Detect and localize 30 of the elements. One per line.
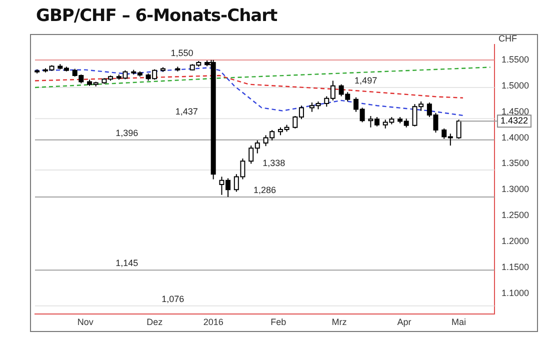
ref-line-label: 1,338 xyxy=(262,158,286,168)
y-tick-label: 1.1000 xyxy=(501,288,530,298)
x-tick-label: Dez xyxy=(146,317,164,328)
x-tick-label: Mrz xyxy=(332,317,348,328)
y-tick-label: 1.5000 xyxy=(501,80,530,90)
y-tick-label: 1.4500 xyxy=(501,106,530,116)
x-tick-label: Mai xyxy=(452,317,466,328)
ref-line-label: 1,550 xyxy=(170,48,194,58)
y-tick-label: 1.3500 xyxy=(501,158,530,168)
y-tick-label: 1.2000 xyxy=(501,236,530,246)
y-tick-label: 1.1500 xyxy=(501,262,530,272)
ref-line-label: 1,145 xyxy=(116,258,138,268)
y-axis-title: CHF xyxy=(498,33,518,44)
x-tick-label: Apr xyxy=(397,317,412,328)
ref-line-label: 1,497 xyxy=(354,75,378,86)
ref-line-label: 1,396 xyxy=(116,128,138,138)
annotation: 1.4322 xyxy=(500,116,528,126)
x-tick-label: 2016 xyxy=(203,317,224,328)
line-series xyxy=(35,67,464,116)
ref-line-label: 1,437 xyxy=(175,106,198,117)
x-tick-label: Feb xyxy=(270,317,286,328)
line-series xyxy=(35,74,464,98)
ref-line-label: 1,286 xyxy=(253,184,276,195)
x-tick-label: Nov xyxy=(77,317,94,328)
chart-title: GBP/CHF – 6-Monats-Chart xyxy=(36,6,278,26)
y-tick-label: 1.2500 xyxy=(501,210,530,220)
ref-line-label: 1,076 xyxy=(162,294,184,304)
y-tick-label: 1.3000 xyxy=(501,184,530,194)
y-tick-label: 1.5500 xyxy=(501,54,530,64)
y-tick-label: 1.4000 xyxy=(501,132,530,142)
